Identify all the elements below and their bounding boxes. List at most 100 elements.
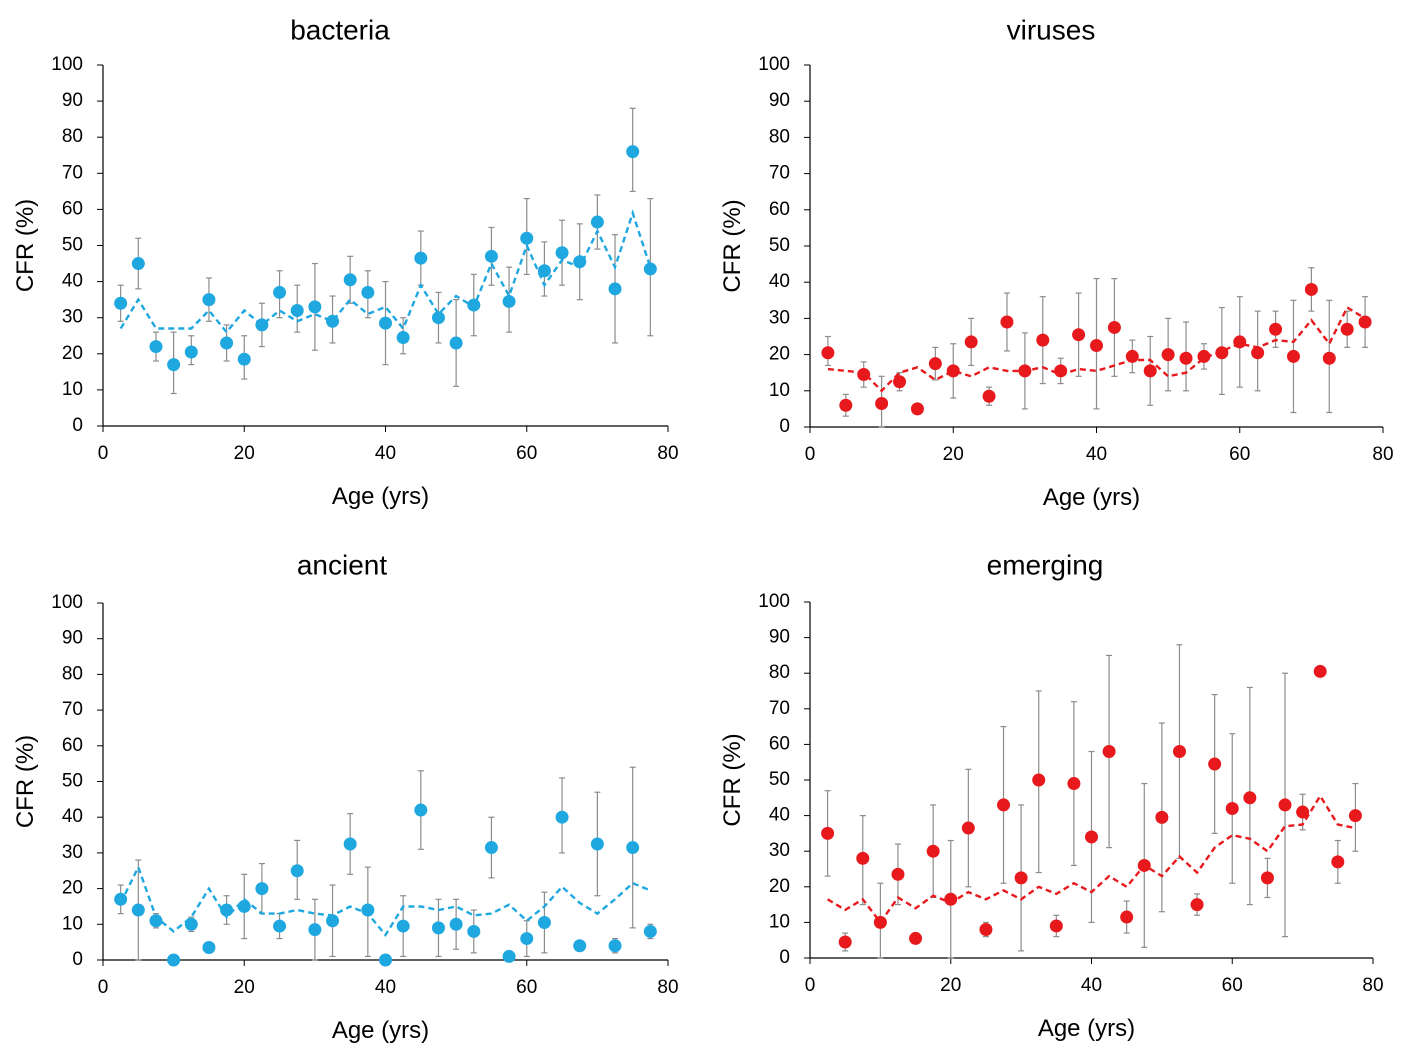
x-axis-label: Age (yrs)	[1038, 1015, 1135, 1042]
x-tick-label: 20	[943, 444, 964, 465]
x-tick-label: 0	[805, 975, 816, 996]
y-tick-label: 20	[769, 876, 790, 897]
data-point	[1000, 315, 1014, 329]
data-point	[1120, 910, 1134, 924]
y-tick-label: 40	[769, 271, 790, 292]
y-tick-label: 80	[769, 126, 790, 147]
data-point	[608, 939, 622, 953]
data-point	[1125, 349, 1139, 363]
data-point	[1049, 919, 1063, 933]
data-point	[1067, 777, 1081, 791]
y-tick-label: 0	[72, 415, 83, 436]
data-point	[944, 892, 958, 906]
data-point	[484, 841, 498, 855]
data-point	[909, 931, 923, 945]
y-tick-label: 30	[769, 840, 790, 861]
data-point	[449, 336, 463, 350]
data-point	[1304, 282, 1318, 296]
data-point	[1322, 351, 1336, 365]
data-point	[1340, 322, 1354, 336]
x-tick-label: 0	[98, 977, 109, 998]
data-point	[1072, 328, 1086, 342]
y-tick-label: 30	[62, 307, 83, 328]
data-point	[1197, 349, 1211, 363]
x-tick-label: 80	[1372, 444, 1393, 465]
y-tick-label: 70	[62, 162, 83, 183]
y-tick-label: 90	[769, 627, 790, 648]
data-point	[891, 867, 905, 881]
data-point	[1251, 346, 1265, 360]
data-point	[431, 921, 445, 935]
data-point	[431, 311, 445, 325]
x-tick-label: 40	[375, 977, 396, 998]
data-point	[1054, 364, 1068, 378]
data-point	[608, 282, 622, 296]
data-point	[520, 932, 534, 946]
data-point	[449, 917, 463, 931]
y-axis-label: CFR (%)	[719, 733, 746, 826]
x-tick-label: 0	[98, 443, 109, 464]
data-point	[982, 389, 996, 403]
data-point	[114, 296, 128, 310]
data-point	[255, 882, 269, 896]
y-tick-label: 50	[769, 769, 790, 790]
data-point	[1190, 898, 1204, 912]
data-point	[856, 851, 870, 865]
data-point	[1107, 320, 1121, 334]
y-tick-label: 90	[62, 628, 83, 649]
data-point	[1243, 791, 1257, 805]
data-point	[590, 837, 604, 851]
y-tick-label: 90	[769, 90, 790, 111]
fitted-line	[119, 864, 651, 938]
data-point	[237, 899, 251, 913]
data-point	[131, 903, 145, 917]
y-tick-label: 70	[769, 698, 790, 719]
y-tick-label: 50	[769, 235, 790, 256]
data-point	[979, 923, 993, 937]
data-point	[484, 249, 498, 263]
y-tick-label: 30	[769, 307, 790, 328]
chart-title: viruses	[1007, 14, 1096, 45]
data-point	[131, 257, 145, 271]
data-point	[273, 285, 287, 299]
data-point	[308, 300, 322, 314]
data-point	[961, 821, 975, 835]
y-axis-label: CFR (%)	[719, 199, 746, 292]
data-point	[537, 916, 551, 930]
x-tick-label: 60	[1229, 444, 1250, 465]
y-tick-label: 60	[769, 199, 790, 220]
data-point	[1032, 773, 1046, 787]
y-tick-label: 90	[62, 90, 83, 111]
y-tick-label: 20	[769, 344, 790, 365]
data-point	[167, 358, 181, 372]
data-point	[555, 246, 569, 260]
data-point	[926, 844, 940, 858]
data-point	[1036, 333, 1050, 347]
data-point	[1215, 346, 1229, 360]
y-tick-label: 60	[62, 735, 83, 756]
data-point	[467, 298, 481, 312]
data-point	[537, 264, 551, 278]
y-tick-label: 0	[72, 949, 83, 970]
y-tick-label: 60	[62, 198, 83, 219]
y-tick-label: 80	[769, 662, 790, 683]
y-tick-label: 30	[62, 842, 83, 863]
y-tick-label: 40	[62, 806, 83, 827]
data-point	[255, 318, 269, 332]
y-tick-label: 50	[62, 771, 83, 792]
fitted-line	[119, 209, 652, 334]
data-point	[626, 145, 640, 159]
data-point	[361, 903, 375, 917]
y-tick-label: 50	[62, 235, 83, 256]
data-point	[1348, 809, 1362, 823]
data-point	[946, 364, 960, 378]
data-point	[414, 803, 428, 817]
x-tick-label: 0	[805, 444, 816, 465]
x-tick-label: 80	[657, 443, 678, 464]
data-point	[308, 923, 322, 937]
x-tick-label: 20	[940, 975, 961, 996]
y-axis-label: CFR (%)	[12, 735, 39, 828]
data-point	[361, 285, 375, 299]
data-point	[1358, 315, 1372, 329]
